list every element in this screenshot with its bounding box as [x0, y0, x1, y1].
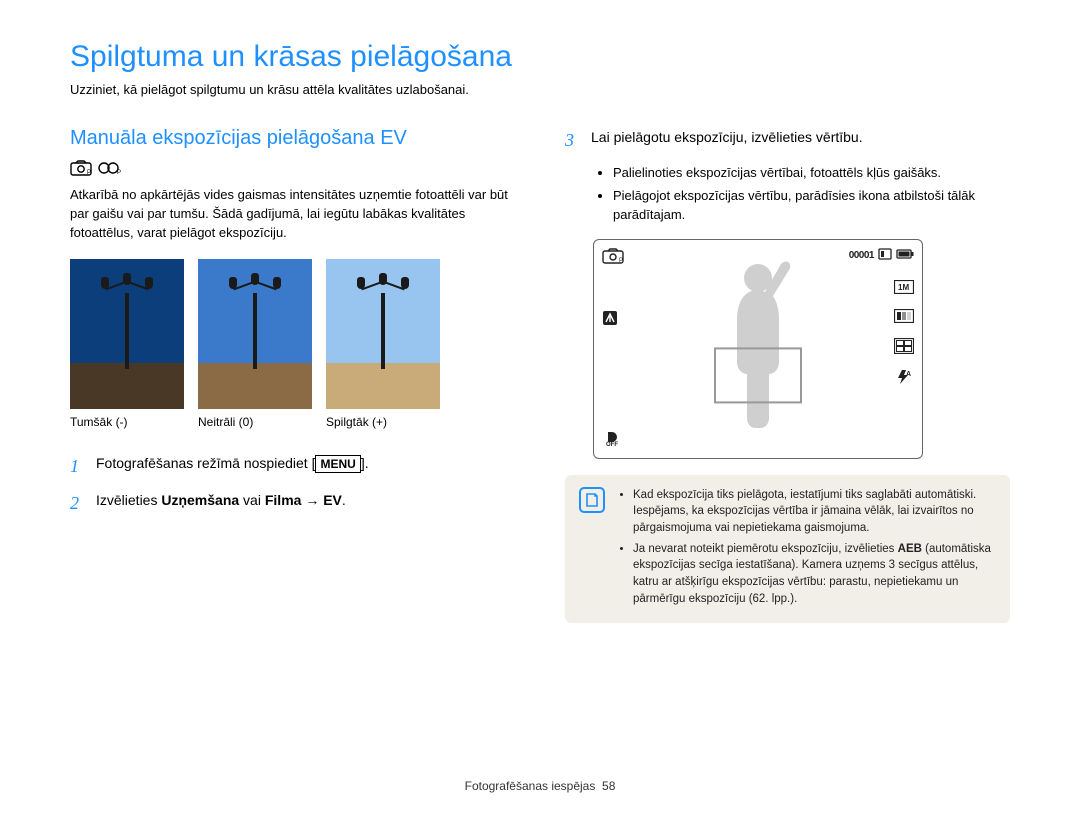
footer-label: Fotografēšanas iespējas: [465, 779, 596, 793]
step-number: 1: [70, 453, 86, 480]
camera-p-icon: P: [70, 160, 92, 176]
info-bullet: Ja nevarat noteikt piemērotu ekspozīciju…: [633, 541, 996, 608]
svg-text:1M: 1M: [898, 283, 909, 292]
camera-preview: P 00001 OFF 1M A: [593, 239, 923, 459]
step-text: Izvēlieties: [96, 492, 161, 508]
step-bold: Uzņemšana: [161, 492, 239, 508]
section-title: Manuāla ekspozīcijas pielāgošana EV: [70, 127, 515, 150]
page-title: Spilgtuma un krāsas pielāgošana: [70, 40, 1010, 74]
focus-frame: [714, 347, 802, 403]
page-number: 58: [602, 779, 615, 793]
flash-auto-icon: A: [894, 369, 914, 388]
step-number: 2: [70, 490, 86, 517]
ev-indicator-icon: [602, 310, 618, 329]
mode-icons: P P: [70, 160, 515, 176]
page-subtitle: Uzziniet, kā pielāgot spilgtumu un krāsu…: [70, 82, 1010, 97]
info-note-icon: [579, 487, 605, 513]
step-2: 2 Izvēlieties Uzņemšana vai Filma → EV.: [70, 490, 515, 517]
page-footer: Fotografēšanas iespējas 58: [0, 779, 1080, 793]
shot-counter: 00001: [849, 250, 874, 261]
left-column: Manuāla ekspozīcijas pielāgošana EV P P …: [70, 127, 515, 623]
sample-label: Spilgtāk (+): [326, 415, 440, 429]
bullet-item: Palielinoties ekspozīcijas vērtībai, fot…: [613, 164, 1010, 183]
sample-label: Neitrāli (0): [198, 415, 312, 429]
info-box: Kad ekspozīcija tiks pielāgota, iestatīj…: [565, 475, 1010, 624]
step-arrow: →: [301, 492, 323, 508]
step-1: 1 Fotografēšanas režīmā nospiediet [MENU…: [70, 453, 515, 480]
svg-text:P: P: [619, 258, 623, 264]
step-text: Fotografēšanas režīmā nospiediet [: [96, 455, 315, 471]
sample-neutral: Neitrāli (0): [198, 259, 312, 429]
step-bold: EV: [323, 492, 342, 508]
sample-bright: Spilgtāk (+): [326, 259, 440, 429]
mode-indicator-icon: P: [602, 248, 624, 267]
bullet-item: Pielāgojot ekspozīcijas vērtību, parādīs…: [613, 187, 1010, 225]
svg-text:OFF: OFF: [606, 442, 618, 447]
voice-off-icon: OFF: [602, 427, 622, 450]
step-bold: Filma: [265, 492, 302, 508]
step-text: vai: [239, 492, 265, 508]
sample-dark: Tumšāk (-): [70, 259, 184, 429]
battery-icon: [896, 249, 914, 262]
video-p-icon: P: [98, 160, 122, 176]
res-1m-icon: 1M: [894, 280, 914, 297]
ev-description: Atkarībā no apkārtējās vides gaismas int…: [70, 186, 515, 243]
svg-text:P: P: [87, 170, 91, 176]
sample-label: Tumšāk (-): [70, 415, 184, 429]
step-text: ].: [361, 455, 369, 471]
right-column: 3 Lai pielāgotu ekspozīciju, izvēlieties…: [565, 127, 1010, 623]
storage-icon: [878, 248, 892, 263]
quality-icon: [894, 309, 914, 326]
sample-row: Tumšāk (-) Neitrāli (0) Spilgtāk (+): [70, 259, 515, 429]
step-number: 3: [565, 127, 581, 154]
svg-text:A: A: [906, 371, 911, 378]
af-mode-icon: [894, 338, 914, 357]
step-text: Lai pielāgotu ekspozīciju, izvēlieties v…: [591, 127, 1010, 154]
step-3: 3 Lai pielāgotu ekspozīciju, izvēlieties…: [565, 127, 1010, 154]
info-bullet: Kad ekspozīcija tiks pielāgota, iestatīj…: [633, 487, 996, 537]
menu-button-label: MENU: [315, 455, 360, 473]
svg-text:P: P: [117, 170, 121, 176]
step-text: .: [342, 492, 346, 508]
